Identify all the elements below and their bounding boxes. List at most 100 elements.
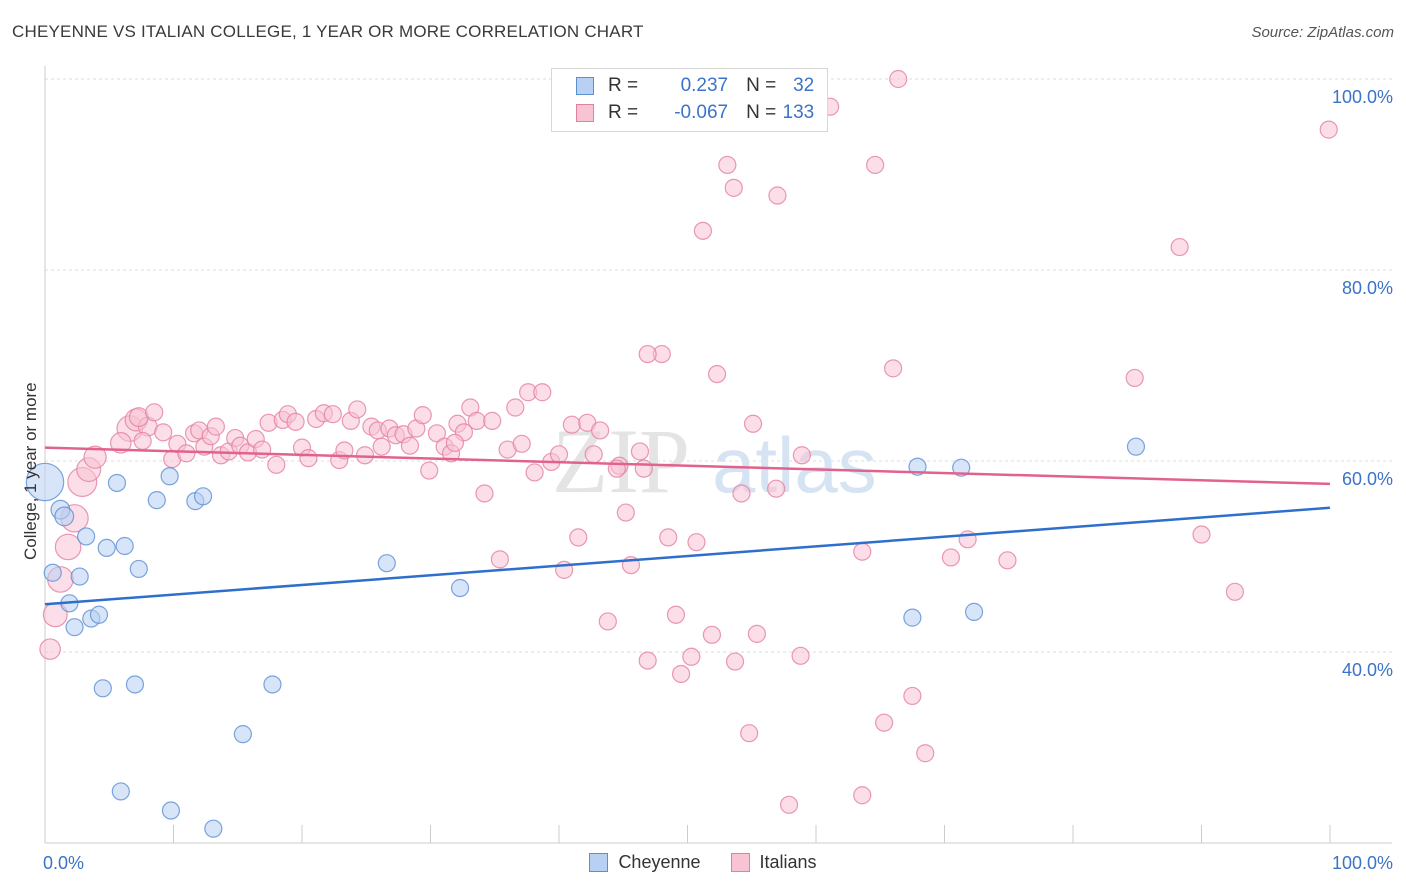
italians-point [718, 155, 737, 175]
italians-point [490, 550, 509, 569]
italians-point [562, 415, 581, 434]
chart-legend: Cheyenne Italians [0, 852, 1406, 873]
cheyenne-swatch [576, 77, 594, 95]
cheyenne-point [161, 801, 181, 820]
italians-point [420, 461, 439, 480]
cheyenne-point [903, 608, 922, 627]
italians-point [267, 455, 286, 474]
italians-point [598, 612, 617, 631]
italians-point [154, 423, 173, 442]
cheyenne-point [89, 605, 109, 624]
y-tick-label: 40.0% [1342, 660, 1393, 680]
italians-point [889, 69, 908, 89]
stats-row-cheyenne: R = 0.237 N = 32 [552, 73, 814, 99]
cheyenne-point [97, 538, 116, 558]
cheyenne-point [233, 725, 252, 744]
cheyenne-point [129, 559, 148, 579]
italians-point [743, 414, 763, 433]
italians-point [549, 445, 569, 464]
italians-point [1225, 582, 1245, 601]
italians-point [299, 449, 318, 468]
italians-point [372, 437, 391, 456]
italians-point [427, 424, 447, 443]
cheyenne-point [65, 618, 84, 637]
italians-point [792, 446, 811, 465]
legend-item-cheyenne[interactable]: Cheyenne [589, 852, 701, 873]
cheyenne-trend-line [44, 506, 1331, 606]
italians-point [177, 444, 196, 463]
n-value: 133 [782, 102, 815, 123]
italians-point [616, 503, 635, 522]
italians-point [323, 405, 342, 424]
italians-point [666, 605, 686, 624]
italians-point [875, 713, 894, 732]
italians-point [145, 403, 164, 422]
cheyenne-point [70, 567, 89, 586]
italians-point [916, 744, 935, 763]
italians-point [253, 440, 272, 459]
italians-point [903, 686, 922, 706]
cheyenne-legend-swatch [589, 853, 609, 872]
italians-point [767, 479, 786, 498]
italians-point [941, 548, 961, 567]
italians-point [1170, 237, 1189, 257]
cheyenne-point [54, 506, 75, 527]
cheyenne-point [204, 819, 223, 838]
y-tick-label: 100.0% [1332, 87, 1393, 107]
legend-label-italians: Italians [759, 852, 817, 872]
cheyenne-point [147, 491, 166, 510]
n-value: 32 [793, 75, 815, 96]
n-label: N = [746, 102, 777, 123]
italians-point [768, 186, 787, 205]
r-label: R = [608, 75, 639, 96]
legend-item-italians[interactable]: Italians [730, 852, 817, 873]
cheyenne-point [1126, 437, 1146, 456]
tick-labels: 40.0% 60.0% 80.0% 100.0% 0.0% 100.0% [43, 87, 1393, 873]
italians-legend-swatch [730, 853, 750, 872]
italians-point [883, 359, 903, 378]
italians-point [732, 484, 751, 503]
n-label: N = [746, 75, 777, 96]
italians-point [638, 651, 657, 670]
cheyenne-point [25, 462, 65, 502]
italians-point [998, 551, 1017, 570]
italians-point [779, 795, 799, 814]
italians-point [525, 463, 544, 482]
italians-point [348, 400, 367, 419]
cheyenne-point [964, 602, 984, 621]
italians-point [693, 221, 713, 240]
y-tick-label: 60.0% [1342, 469, 1393, 489]
cheyenne-point [125, 675, 145, 694]
cheyenne-point [160, 467, 179, 486]
italians-point [506, 398, 525, 417]
italians-point [682, 647, 701, 666]
cheyenne-point [952, 458, 971, 477]
cheyenne-point [115, 536, 134, 556]
italians-point [445, 433, 465, 452]
axes [44, 66, 1392, 844]
italians-point [1319, 120, 1338, 139]
italians-point [133, 431, 152, 451]
italians-point [286, 412, 305, 431]
cheyenne-point [111, 782, 130, 801]
cheyenne-point [77, 527, 96, 546]
cheyenne-points [25, 437, 1146, 838]
italians-point [475, 484, 494, 503]
cheyenne-point [193, 487, 213, 506]
italians-point [747, 624, 766, 643]
x-tick-label: 100.0% [1332, 853, 1393, 873]
cheyenne-point [107, 473, 127, 493]
italians-point [533, 383, 552, 402]
italians-point [638, 344, 657, 364]
italians-point [591, 421, 610, 440]
italians-point [83, 445, 107, 469]
italians-point [54, 533, 82, 561]
italians-point [659, 528, 678, 547]
italians-point [630, 442, 650, 461]
stats-box: R = 0.237 N = 32 R = -0.067 N = 133 [551, 68, 828, 132]
italians-point [853, 542, 872, 561]
italians-point [400, 436, 420, 455]
italians-point [512, 434, 531, 453]
italians-point [110, 432, 132, 454]
cheyenne-point [263, 675, 282, 694]
